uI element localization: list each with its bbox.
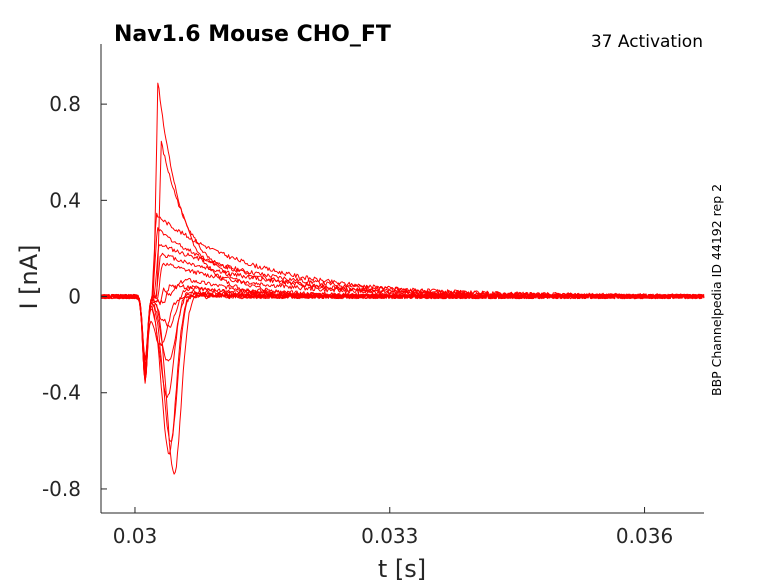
- trace-line: [100, 291, 705, 398]
- trace-line: [100, 291, 705, 442]
- y-tick-label: 0.8: [49, 92, 81, 116]
- trace-line: [100, 284, 705, 384]
- x-axis-label: t [s]: [378, 555, 426, 583]
- trace-line: [100, 262, 705, 374]
- trace-line: [100, 292, 705, 475]
- channelpedia-id-note: BBP Channelpedia ID 44192 rep 2: [709, 184, 724, 396]
- trace-line: [100, 82, 705, 359]
- traces-group: [100, 82, 705, 475]
- chart-title: Nav1.6 Mouse CHO_FT: [114, 22, 391, 47]
- trace-line: [100, 244, 705, 361]
- x-tick-label: 0.033: [361, 524, 418, 548]
- y-tick-label: -0.4: [42, 381, 81, 405]
- y-tick-label: -0.8: [42, 477, 81, 501]
- y-axis-label: I [nA]: [15, 244, 43, 309]
- chart-subtitle: 37 Activation: [591, 32, 703, 52]
- x-tick-label: 0.036: [616, 524, 673, 548]
- trace-line: [100, 290, 705, 370]
- y-tick-label: 0: [68, 285, 81, 309]
- axes-group: 0.03 0.033 0.036 0.8 0.4 0 -0.4 -0.8: [42, 44, 704, 548]
- y-tick-label: 0.4: [49, 188, 81, 212]
- x-tick-label: 0.03: [113, 524, 158, 548]
- trace-line: [100, 293, 705, 455]
